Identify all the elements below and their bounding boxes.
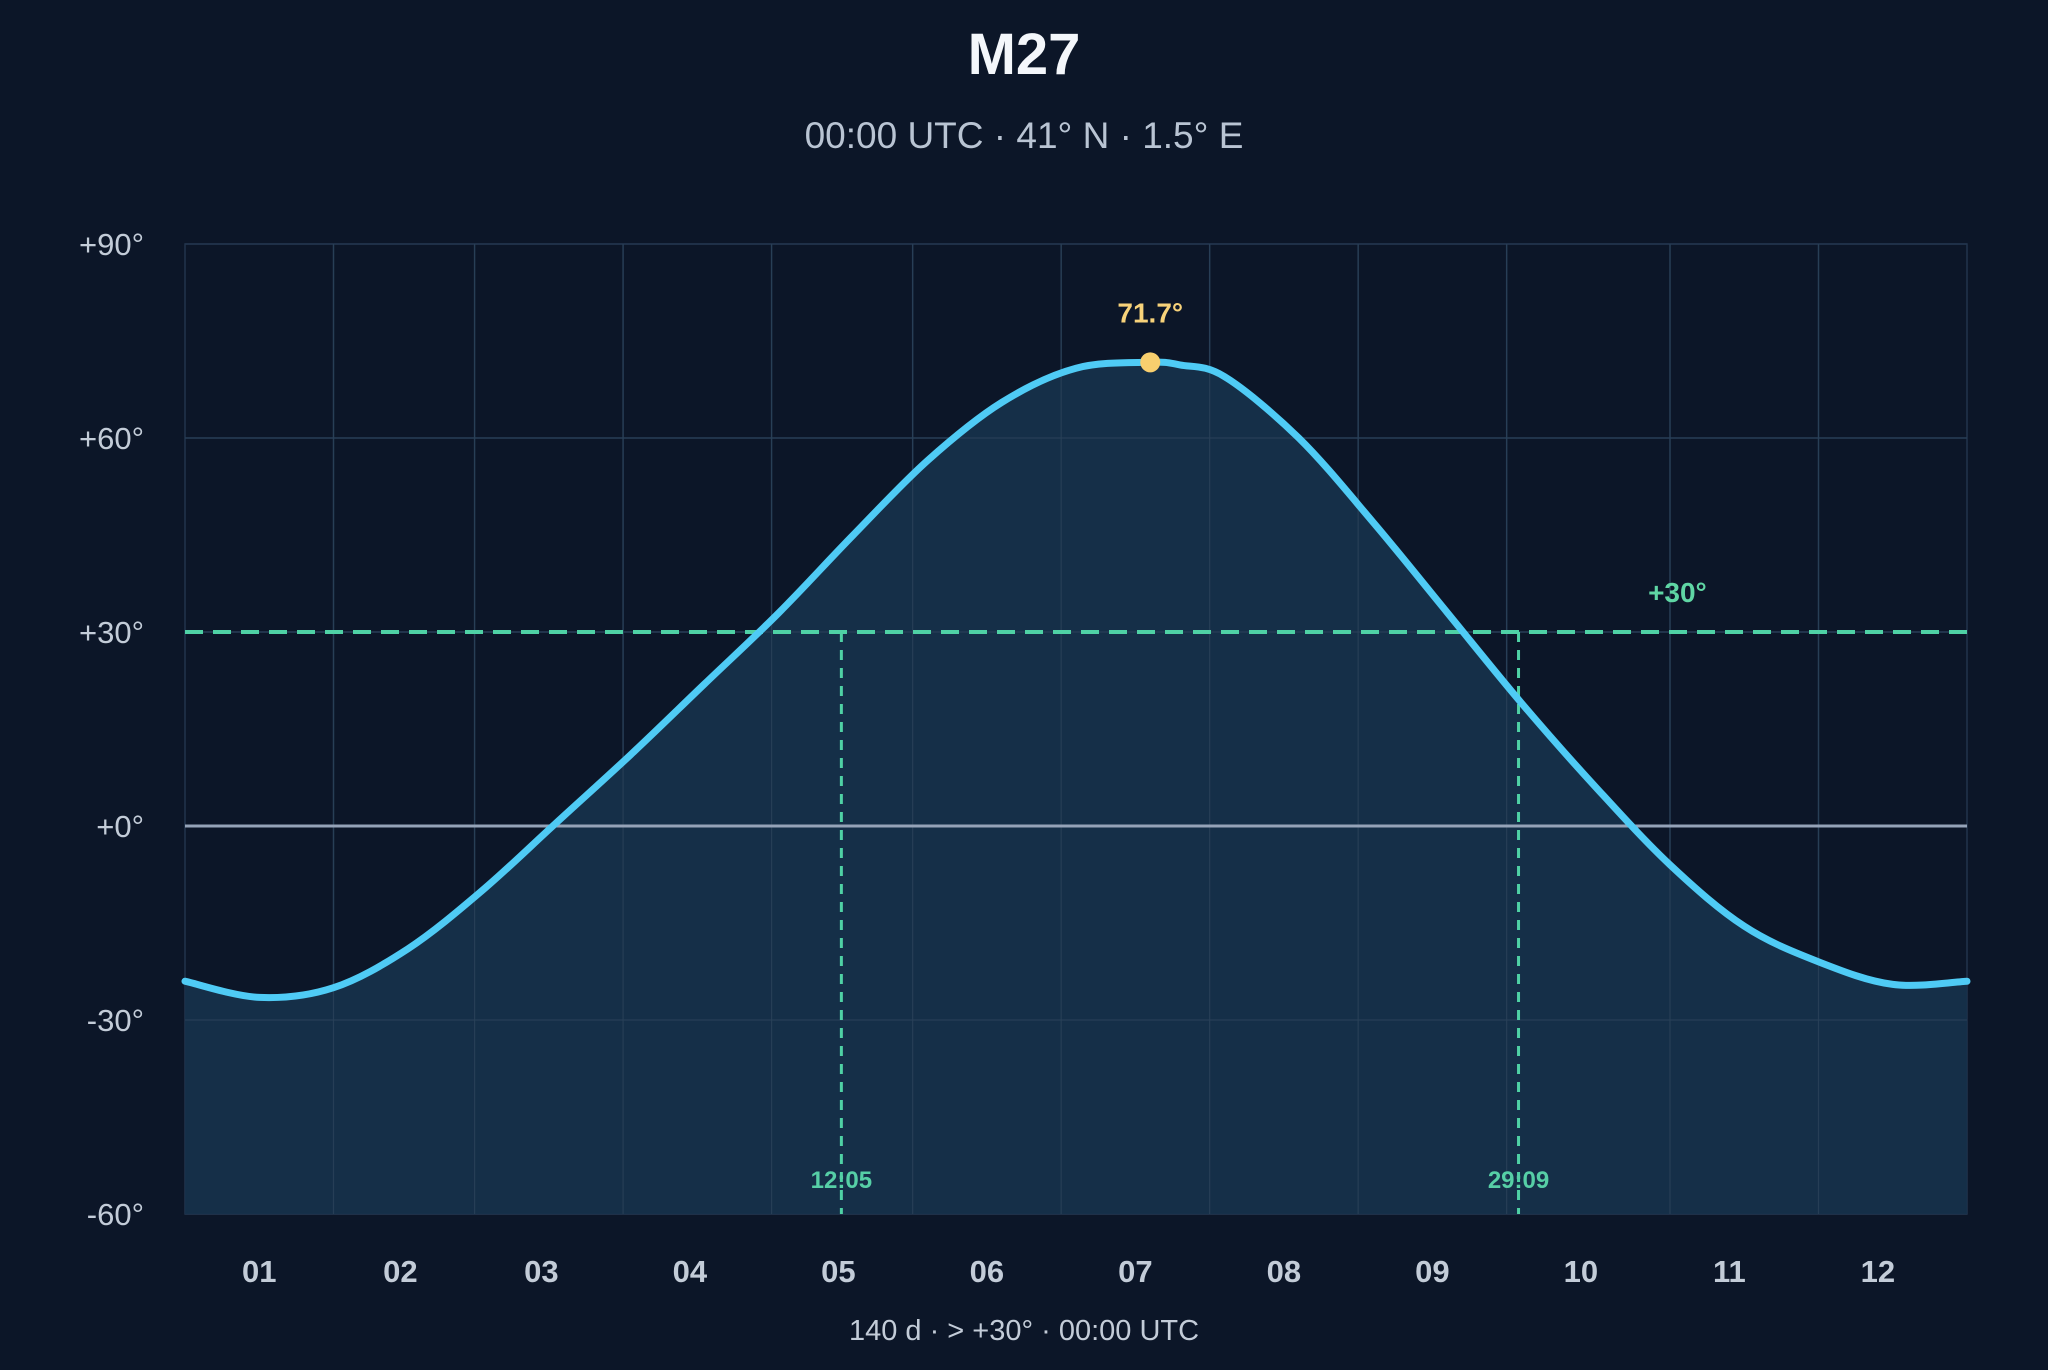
peak-marker — [1140, 352, 1161, 373]
x-tick-label: 09 — [1415, 1254, 1449, 1289]
x-tick-label: 10 — [1564, 1254, 1598, 1289]
y-tick-label: +60° — [79, 421, 144, 456]
x-tick-label: 12 — [1861, 1254, 1895, 1289]
y-tick-label: -60° — [87, 1197, 144, 1232]
y-tick-label: -30° — [87, 1003, 144, 1038]
chart-subtitle: 00:00 UTC · 41° N · 1.5° E — [805, 115, 1244, 156]
crossing-label: 12:05 — [811, 1167, 872, 1194]
x-tick-label: 02 — [383, 1254, 417, 1289]
x-tick-label: 05 — [821, 1254, 855, 1289]
altitude-area-fill — [185, 362, 1967, 1214]
y-tick-label: +0° — [96, 809, 144, 844]
x-tick-label: 06 — [970, 1254, 1004, 1289]
x-tick-label: 03 — [524, 1254, 558, 1289]
chart-title: M27 — [968, 22, 1081, 87]
chart-footer: 140 d · > +30° · 00:00 UTC — [849, 1315, 1199, 1347]
x-tick-label: 04 — [673, 1254, 708, 1289]
x-tick-label: 07 — [1118, 1254, 1152, 1289]
altitude-curve — [181, 358, 1971, 1002]
y-tick-label: +90° — [79, 227, 144, 262]
x-tick-label: 01 — [242, 1254, 276, 1289]
crossing-label: 29:09 — [1488, 1167, 1549, 1194]
threshold-label: +30° — [1648, 577, 1707, 608]
y-tick-label: +30° — [79, 615, 144, 650]
peak-label: 71.7° — [1117, 297, 1183, 328]
x-tick-label: 08 — [1267, 1254, 1301, 1289]
x-tick-label: 11 — [1713, 1254, 1746, 1289]
